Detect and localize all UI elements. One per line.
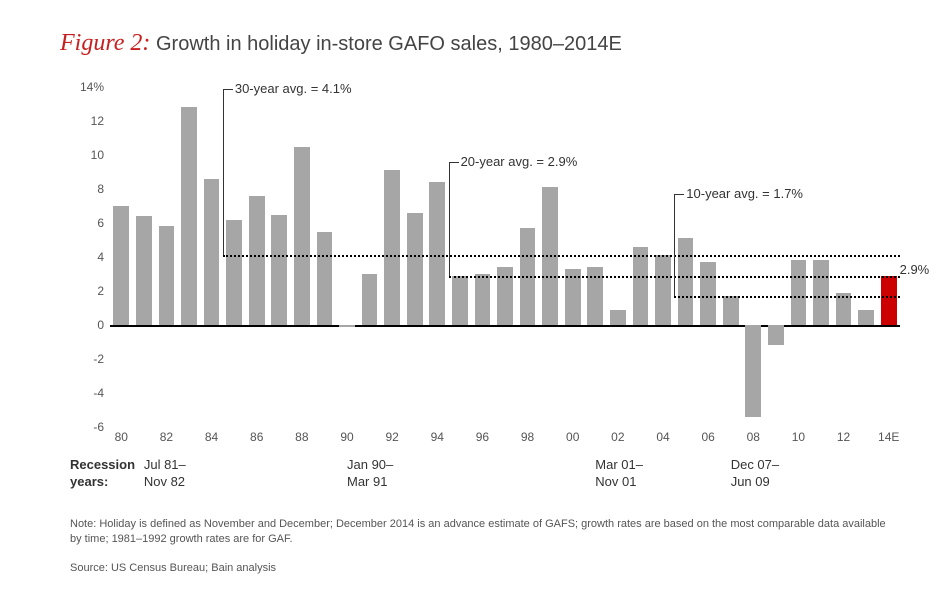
bar-1980 — [113, 206, 129, 325]
recession-period-end: Nov 82 — [144, 474, 186, 491]
recession-period-end: Nov 01 — [595, 474, 643, 491]
bar-2009 — [768, 325, 784, 345]
bar-1986 — [249, 196, 265, 325]
x-tick-label: 84 — [205, 430, 218, 444]
figure-title: Growth in holiday in-store GAFO sales, 1… — [156, 33, 622, 55]
bar-2008 — [745, 325, 761, 417]
x-tick-label: 86 — [250, 430, 263, 444]
x-tick-label: 82 — [160, 430, 173, 444]
plot-region: 30-year avg. = 4.1%20-year avg. = 2.9%10… — [110, 87, 900, 427]
recession-period: Jan 90–Mar 91 — [347, 457, 393, 491]
avg-annotation: 10-year avg. = 1.7% — [686, 186, 803, 201]
recession-period: Dec 07–Jun 09 — [731, 457, 779, 491]
x-tick-label: 90 — [340, 430, 353, 444]
y-tick-label: -2 — [70, 352, 104, 366]
y-tick-label: 12 — [70, 114, 104, 128]
figure-container: Figure 2: Growth in holiday in-store GAF… — [0, 0, 950, 601]
recession-period-end: Mar 91 — [347, 474, 393, 491]
recession-period-end: Jun 09 — [731, 474, 779, 491]
bar-2002 — [610, 310, 626, 325]
highlight-value-callout: 2.9% — [900, 262, 930, 277]
x-tick-label: 04 — [656, 430, 669, 444]
x-tick-label: 88 — [295, 430, 308, 444]
bar-2006 — [700, 262, 716, 325]
recession-period: Mar 01–Nov 01 — [595, 457, 643, 491]
avg-leader-h — [223, 89, 233, 90]
bar-1982 — [159, 226, 175, 325]
bar-1985 — [226, 220, 242, 325]
x-tick-label: 02 — [611, 430, 624, 444]
bar-2013 — [858, 310, 874, 325]
y-tick-label: 14% — [70, 80, 104, 94]
bar-1991 — [362, 274, 378, 325]
x-tick-label: 12 — [837, 430, 850, 444]
y-tick-label: 6 — [70, 216, 104, 230]
x-tick-label: 06 — [701, 430, 714, 444]
bar-2007 — [723, 296, 739, 325]
bar-2010 — [791, 260, 807, 325]
y-tick-label: -6 — [70, 420, 104, 434]
x-tick-label: 00 — [566, 430, 579, 444]
y-axis: 14%121086420-2-4-6 — [70, 87, 110, 427]
recession-period-start: Dec 07– — [731, 457, 779, 474]
bar-1983 — [181, 107, 197, 325]
y-tick-label: 0 — [70, 318, 104, 332]
avg-line-10yr — [674, 296, 900, 298]
y-tick-label: -4 — [70, 386, 104, 400]
avg-annotation: 30-year avg. = 4.1% — [235, 81, 352, 96]
bar-1987 — [271, 215, 287, 326]
bar-1995 — [452, 276, 468, 325]
bar-1989 — [317, 232, 333, 326]
bar-2003 — [633, 247, 649, 325]
avg-line-30yr — [223, 255, 900, 257]
avg-leader — [449, 162, 450, 276]
y-tick-label: 2 — [70, 284, 104, 298]
avg-leader — [674, 194, 675, 296]
x-tick-label: 96 — [476, 430, 489, 444]
recession-years-block: Recession years: Jul 81–Nov 82Jan 90–Mar… — [110, 457, 900, 497]
bar-1994 — [429, 182, 445, 325]
bar-2011 — [813, 260, 829, 325]
y-tick-label: 10 — [70, 148, 104, 162]
y-tick-label: 4 — [70, 250, 104, 264]
bar-1981 — [136, 216, 152, 325]
recession-label-line1: Recession — [70, 457, 135, 474]
x-tick-label: 08 — [747, 430, 760, 444]
bar-1996 — [475, 274, 491, 325]
footnote-text: Note: Holiday is defined as November and… — [70, 518, 886, 545]
bar-1993 — [407, 213, 423, 325]
avg-leader-h — [674, 194, 684, 195]
bar-2005 — [678, 238, 694, 325]
x-tick-label: 10 — [792, 430, 805, 444]
bar-1988 — [294, 147, 310, 326]
x-tick-label: 98 — [521, 430, 534, 444]
chart-area: 14%121086420-2-4-6 30-year avg. = 4.1%20… — [70, 87, 910, 427]
bar-1990 — [339, 325, 355, 327]
figure-title-row: Figure 2: Growth in holiday in-store GAF… — [60, 30, 910, 57]
x-tick-label: 94 — [431, 430, 444, 444]
recession-period: Jul 81–Nov 82 — [144, 457, 186, 491]
x-tick-label: 14E — [878, 430, 899, 444]
figure-number: Figure 2: — [60, 30, 150, 56]
bar-1984 — [204, 179, 220, 325]
x-axis-labels: 80 82 84 86 88 90 92 94 96 98 00 02 04 06 08 10 12 14E — [110, 430, 900, 450]
avg-annotation: 20-year avg. = 2.9% — [461, 154, 578, 169]
bar-2014 — [881, 276, 897, 325]
avg-leader — [223, 89, 224, 255]
avg-leader-h — [449, 162, 459, 163]
bar-2004 — [655, 255, 671, 325]
recession-label: Recession years: — [70, 457, 135, 491]
recession-period-start: Jan 90– — [347, 457, 393, 474]
x-tick-label: 92 — [385, 430, 398, 444]
y-tick-label: 8 — [70, 182, 104, 196]
footnote: Note: Holiday is defined as November and… — [70, 517, 900, 548]
recession-period-start: Mar 01– — [595, 457, 643, 474]
x-tick-label: 80 — [115, 430, 128, 444]
source-line: Source: US Census Bureau; Bain analysis — [70, 562, 910, 574]
recession-period-start: Jul 81– — [144, 457, 186, 474]
bar-1992 — [384, 170, 400, 325]
recession-label-line2: years: — [70, 474, 135, 491]
